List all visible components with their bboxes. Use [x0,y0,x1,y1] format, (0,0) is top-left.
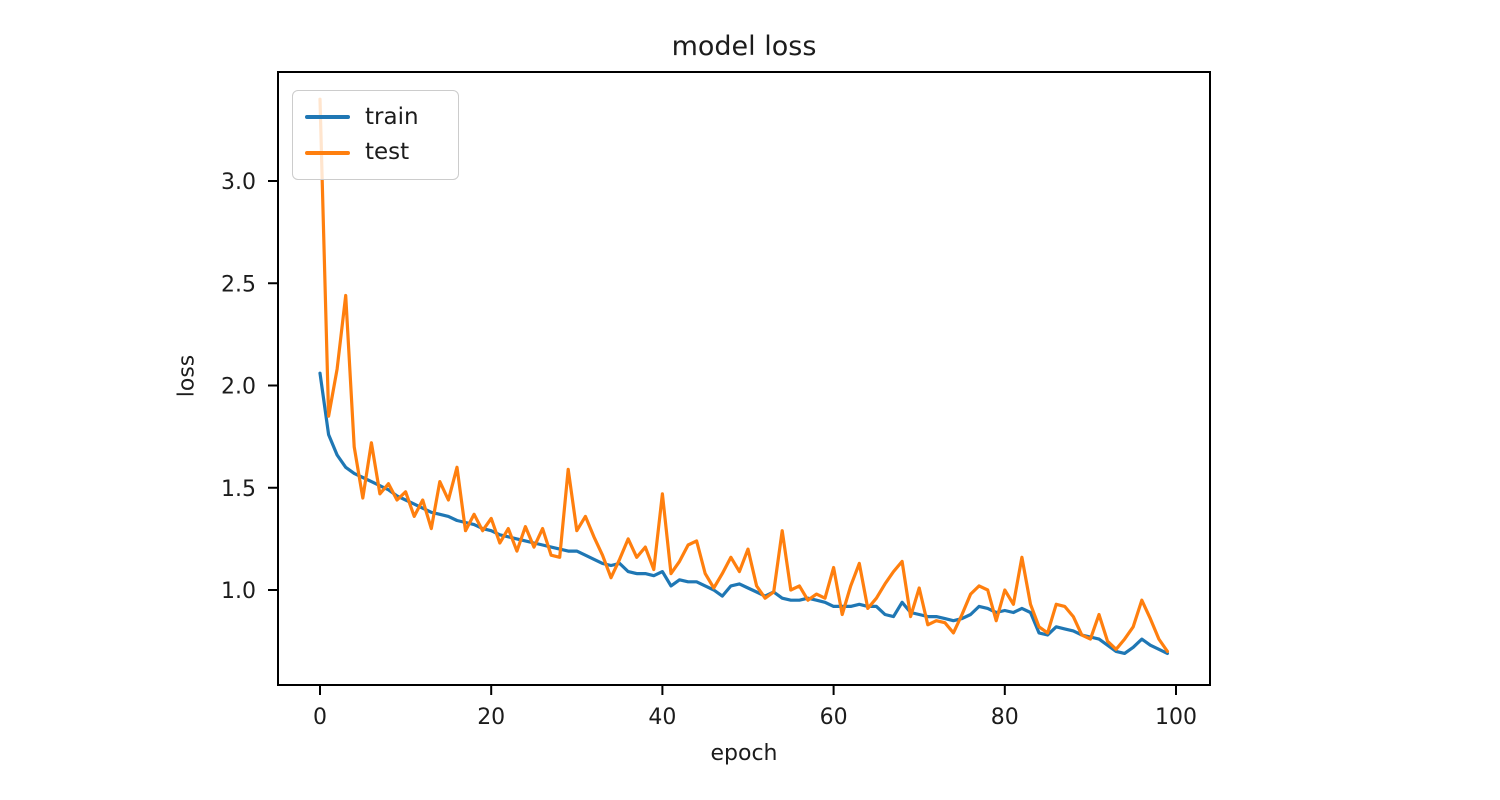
legend-swatch-train [305,115,350,120]
legend-swatch-test [305,150,350,155]
x-tick-label: 80 [991,705,1019,730]
legend-label-train: train [365,103,419,130]
x-axis-label: epoch [710,741,778,766]
x-tick-label: 60 [820,705,848,730]
y-tick-label: 3.0 [221,170,256,195]
legend-row-test: test [305,141,446,164]
series-line-test [318,97,1170,654]
y-tick-label: 2.5 [221,272,256,297]
y-tick-label: 1.5 [221,477,256,502]
legend: train test [292,90,459,180]
legend-label-test: test [365,139,410,166]
y-tick-label: 1.0 [221,579,256,604]
y-axis-label: loss [174,354,200,398]
y-tick-label: 2.0 [221,375,256,400]
plot-border [277,71,1211,686]
x-tick-label: 100 [1155,705,1197,730]
chart-title: model loss [671,31,817,62]
x-tick-label: 20 [477,705,505,730]
x-tick-label: 40 [648,705,676,730]
legend-row-train: train [305,103,446,130]
x-tick-label: 0 [313,705,327,730]
series-line-train [318,371,1170,656]
